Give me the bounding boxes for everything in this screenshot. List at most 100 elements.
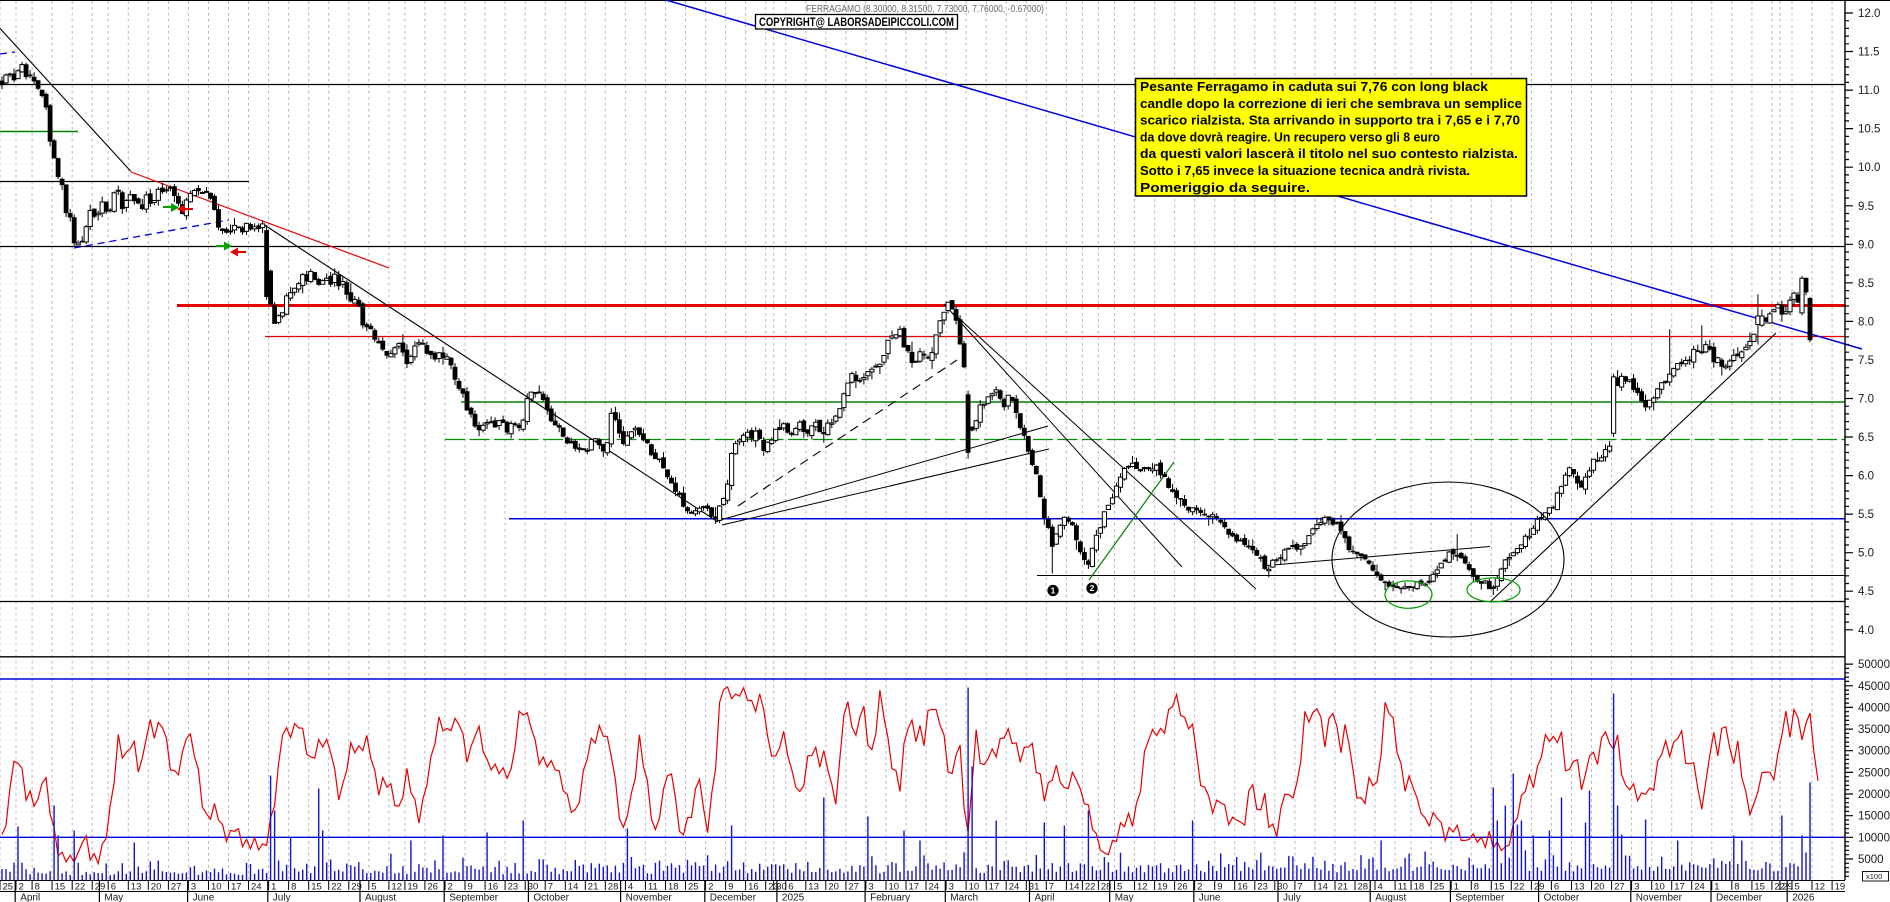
svg-text:9: 9: [1217, 882, 1222, 893]
svg-text:21: 21: [588, 882, 599, 893]
svg-text:28: 28: [1358, 882, 1369, 893]
svg-text:da questi valori lascerà il ti: da questi valori lascerà il titolo nel s…: [1140, 147, 1518, 161]
svg-text:23: 23: [508, 882, 519, 893]
svg-text:February: February: [870, 893, 910, 902]
svg-text:April: April: [20, 893, 40, 902]
svg-text:7: 7: [548, 882, 553, 893]
svg-text:1: 1: [1051, 586, 1056, 596]
svg-text:8.0: 8.0: [1858, 316, 1874, 328]
svg-text:May: May: [1115, 893, 1134, 902]
svg-text:17: 17: [989, 882, 1000, 893]
svg-text:24: 24: [1009, 882, 1020, 893]
svg-text:17: 17: [1674, 882, 1685, 893]
svg-text:August: August: [1375, 893, 1406, 902]
svg-text:9.0: 9.0: [1858, 239, 1874, 251]
svg-text:August: August: [365, 893, 396, 902]
svg-text:10: 10: [1654, 882, 1665, 893]
svg-text:Pesante Ferragamo in caduta su: Pesante Ferragamo in caduta sui 7,76 con…: [1140, 80, 1488, 94]
svg-text:4: 4: [628, 882, 633, 893]
svg-text:25: 25: [688, 882, 699, 893]
svg-text:15: 15: [311, 882, 322, 893]
svg-text:da dove dovrà reagire. Un recu: da dove dovrà reagire. Un recupero verso…: [1140, 130, 1440, 144]
svg-text:June: June: [1199, 893, 1221, 902]
svg-text:27: 27: [1614, 882, 1625, 893]
svg-text:20000: 20000: [1858, 789, 1890, 801]
svg-text:28: 28: [1101, 882, 1112, 893]
svg-text:24: 24: [251, 882, 262, 893]
svg-text:2025: 2025: [782, 893, 805, 902]
svg-text:Sotto i 7,65 invece la situazi: Sotto i 7,65 invece la situazione tecnic…: [1140, 164, 1470, 178]
svg-text:1: 1: [1714, 882, 1719, 893]
svg-text:27: 27: [848, 882, 859, 893]
svg-text:6: 6: [111, 882, 116, 893]
svg-text:5: 5: [1117, 882, 1122, 893]
svg-text:19: 19: [407, 882, 418, 893]
svg-text:29: 29: [1782, 882, 1793, 893]
svg-text:26: 26: [427, 882, 438, 893]
svg-text:12.0: 12.0: [1858, 8, 1880, 20]
svg-text:9: 9: [468, 882, 473, 893]
svg-text:COPYRIGHT@ LABORSADEIPICCOLI.C: COPYRIGHT@ LABORSADEIPICCOLI.COM: [759, 17, 954, 29]
svg-text:22: 22: [1514, 882, 1525, 893]
svg-text:4: 4: [1378, 882, 1383, 893]
svg-text:26: 26: [1177, 882, 1188, 893]
svg-text:27: 27: [171, 882, 182, 893]
svg-text:7: 7: [1049, 882, 1054, 893]
svg-text:45000: 45000: [1858, 681, 1890, 693]
svg-text:2: 2: [19, 882, 24, 893]
svg-text:20: 20: [151, 882, 162, 893]
svg-text:x100: x100: [1866, 872, 1882, 881]
svg-text:November: November: [626, 893, 673, 902]
svg-text:9.5: 9.5: [1858, 201, 1874, 213]
svg-text:scarico rialzista. Sta arriva: scarico rialzista. Sta arrivando in supp…: [1140, 114, 1520, 128]
svg-text:25: 25: [3, 882, 14, 893]
svg-text:18: 18: [668, 882, 679, 893]
svg-text:5000: 5000: [1858, 854, 1884, 866]
svg-text:4.0: 4.0: [1858, 625, 1874, 637]
svg-text:2026: 2026: [1792, 893, 1815, 902]
svg-text:6: 6: [1554, 882, 1559, 893]
svg-text:10: 10: [889, 882, 900, 893]
svg-text:1: 1: [271, 882, 276, 893]
svg-text:8: 8: [35, 882, 40, 893]
svg-text:December: December: [710, 893, 757, 902]
svg-text:3: 3: [1634, 882, 1639, 893]
svg-text:15: 15: [55, 882, 66, 893]
svg-text:22: 22: [1085, 882, 1096, 893]
svg-text:March: March: [950, 893, 978, 902]
svg-text:2: 2: [708, 882, 713, 893]
svg-text:29: 29: [95, 882, 106, 893]
svg-text:14: 14: [1317, 882, 1328, 893]
svg-text:3: 3: [868, 882, 873, 893]
svg-text:12: 12: [391, 882, 402, 893]
svg-text:11: 11: [1398, 882, 1408, 893]
svg-text:6.5: 6.5: [1858, 432, 1874, 444]
svg-text:13: 13: [1574, 882, 1585, 893]
svg-text:7: 7: [1297, 882, 1302, 893]
svg-text:September: September: [1455, 893, 1505, 902]
svg-text:40000: 40000: [1858, 702, 1890, 714]
svg-text:11: 11: [648, 882, 658, 893]
svg-text:17: 17: [231, 882, 242, 893]
svg-text:8: 8: [1474, 882, 1479, 893]
svg-text:10: 10: [969, 882, 980, 893]
svg-text:18: 18: [1414, 882, 1425, 893]
svg-text:December: December: [1716, 893, 1763, 902]
svg-text:1: 1: [1454, 882, 1459, 893]
svg-text:5.5: 5.5: [1858, 509, 1874, 521]
svg-text:13: 13: [131, 882, 142, 893]
svg-text:17: 17: [909, 882, 920, 893]
svg-text:50000: 50000: [1858, 659, 1890, 671]
svg-text:16: 16: [1237, 882, 1248, 893]
svg-text:12: 12: [1137, 882, 1148, 893]
svg-text:25000: 25000: [1858, 767, 1890, 779]
svg-text:20: 20: [1594, 882, 1605, 893]
svg-text:35000: 35000: [1858, 724, 1890, 736]
svg-text:23: 23: [768, 882, 779, 893]
svg-text:15: 15: [1494, 882, 1505, 893]
svg-text:11.0: 11.0: [1858, 85, 1880, 97]
svg-text:FERRAGAMO (8.30000, 8.31500, 7: FERRAGAMO (8.30000, 8.31500, 7.73000, 7.…: [806, 3, 1044, 15]
svg-text:June: June: [193, 893, 215, 902]
svg-text:4.5: 4.5: [1858, 586, 1874, 598]
svg-text:8: 8: [291, 882, 296, 893]
